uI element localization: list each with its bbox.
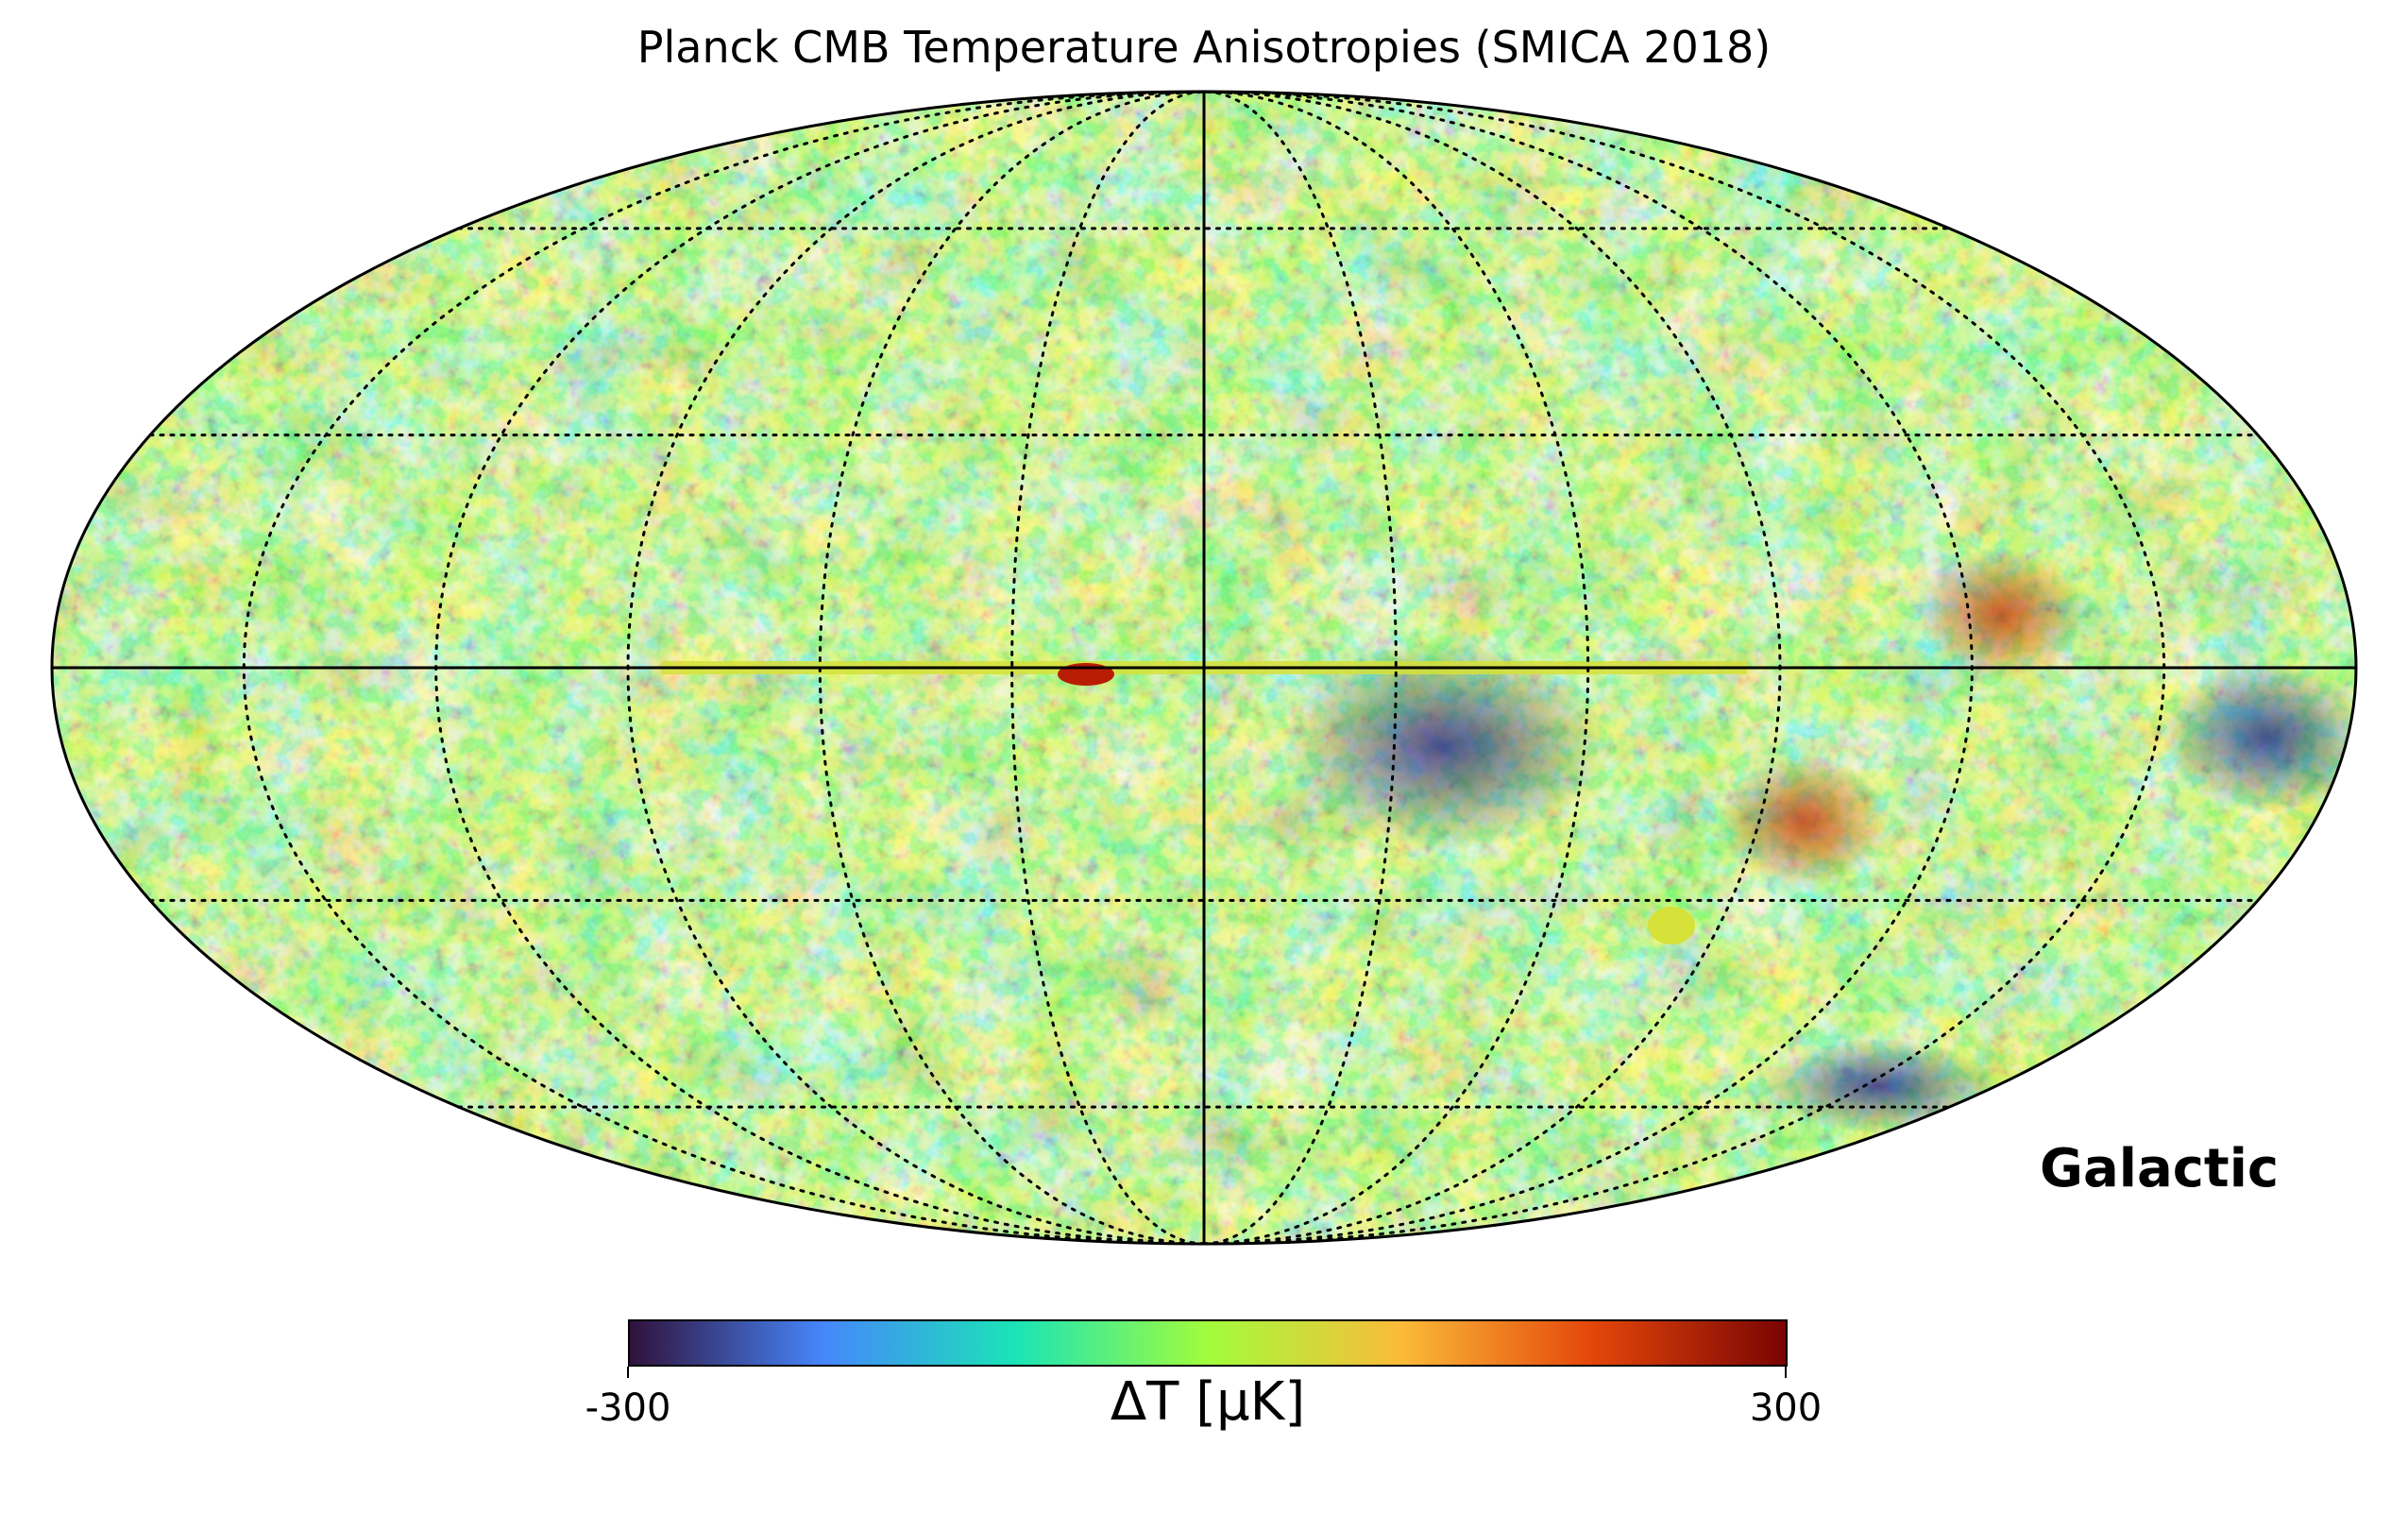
colorbar-label: ΔT [μK] [1110, 1371, 1306, 1433]
map-title: Planck CMB Temperature Anisotropies (SMI… [636, 22, 1772, 73]
residual-blob [1648, 907, 1695, 944]
coordinate-system-label: Galactic [2040, 1138, 2280, 1199]
colorbar-max-label: 300 [1749, 1386, 1823, 1430]
colorbar [628, 1319, 1788, 1367]
colorbar-min-label: -300 [585, 1386, 671, 1430]
hot-region-east [1917, 548, 2087, 680]
colorbar-max-tick [1785, 1367, 1787, 1378]
cold-region-south [1766, 1039, 1993, 1133]
hot-region [1719, 756, 1889, 888]
cold-region [1284, 642, 1605, 850]
map-boundary [50, 90, 2358, 1246]
cold-region-east [2162, 661, 2356, 812]
colorbar-min-tick [627, 1367, 629, 1378]
